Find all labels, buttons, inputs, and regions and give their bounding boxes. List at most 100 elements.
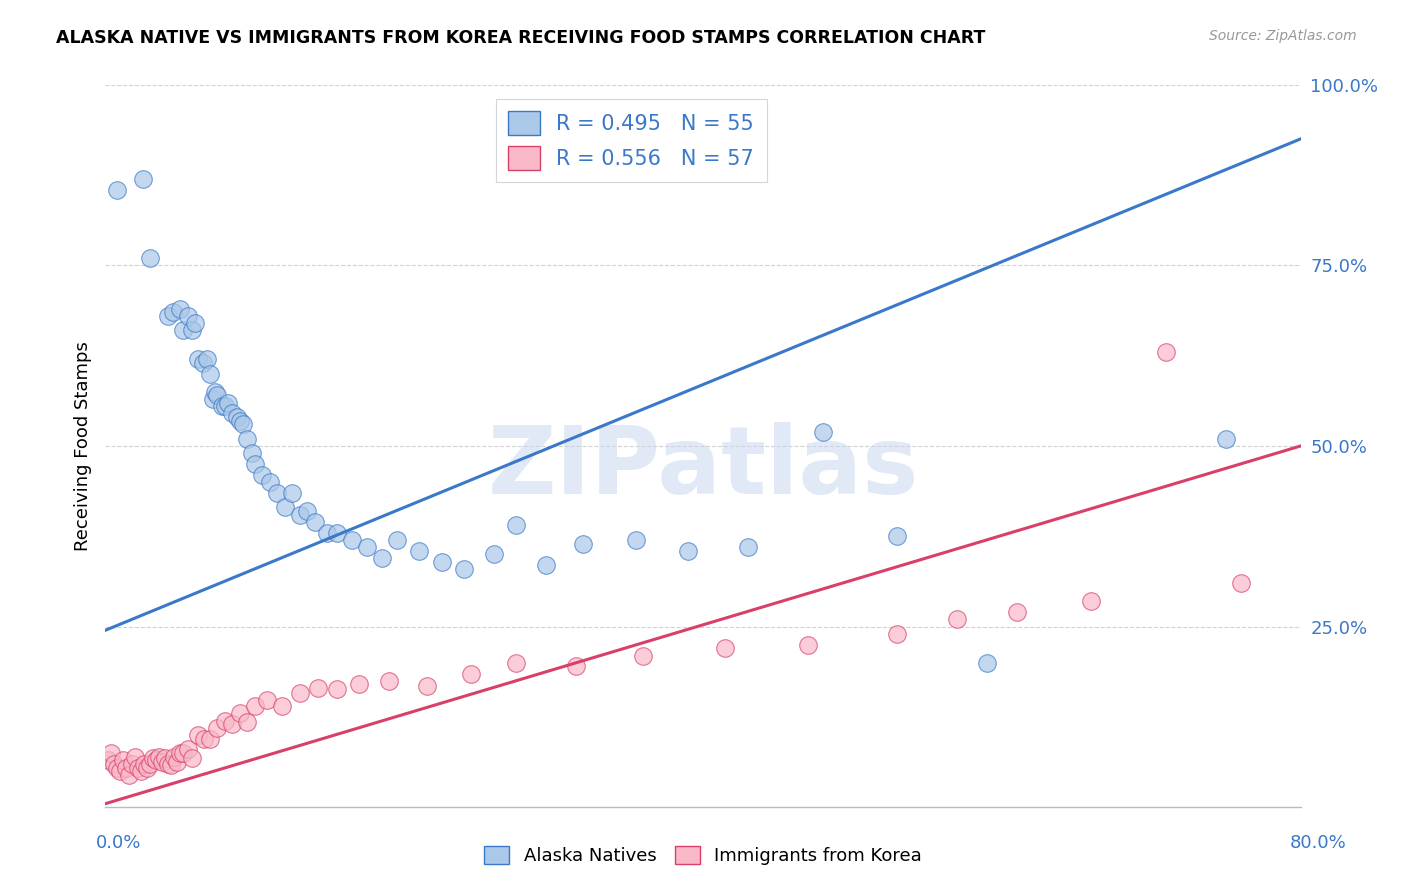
Point xyxy=(356,540,378,554)
Point xyxy=(326,525,349,540)
Point xyxy=(340,533,363,547)
Point xyxy=(198,731,221,746)
Point xyxy=(204,384,226,399)
Point xyxy=(148,749,170,764)
Point xyxy=(229,414,252,428)
Point xyxy=(157,756,180,771)
Point xyxy=(221,717,243,731)
Point xyxy=(371,551,394,566)
Point xyxy=(139,251,162,265)
Point xyxy=(460,666,482,681)
Point xyxy=(1215,432,1237,446)
Point xyxy=(121,756,143,771)
Point xyxy=(408,543,430,558)
Point xyxy=(97,753,120,767)
Point xyxy=(169,301,191,316)
Point xyxy=(624,533,647,547)
Point xyxy=(288,686,311,700)
Text: 80.0%: 80.0% xyxy=(1291,834,1347,852)
Point xyxy=(385,533,408,547)
Point xyxy=(214,399,236,413)
Point xyxy=(191,356,214,370)
Point xyxy=(169,746,191,760)
Point xyxy=(172,323,194,337)
Point xyxy=(378,673,401,688)
Point xyxy=(270,699,292,714)
Point xyxy=(714,641,737,656)
Point xyxy=(193,731,215,746)
Point xyxy=(107,182,129,196)
Point xyxy=(811,425,834,439)
Point xyxy=(430,555,453,569)
Point xyxy=(207,721,229,735)
Text: 0.0%: 0.0% xyxy=(96,834,141,852)
Point xyxy=(184,316,207,330)
Point xyxy=(946,612,969,626)
Point xyxy=(1229,576,1253,591)
Point xyxy=(225,410,249,425)
Point xyxy=(886,529,908,543)
Point xyxy=(676,543,699,558)
Point xyxy=(1154,345,1177,359)
Point xyxy=(134,756,156,771)
Point xyxy=(243,457,266,471)
Point xyxy=(187,728,209,742)
Point xyxy=(482,548,505,562)
Point xyxy=(176,309,198,323)
Point xyxy=(256,693,278,707)
Point xyxy=(112,753,135,767)
Point xyxy=(252,467,274,482)
Point xyxy=(221,407,243,421)
Legend: R = 0.495   N = 55, R = 0.556   N = 57: R = 0.495 N = 55, R = 0.556 N = 57 xyxy=(496,99,766,182)
Point xyxy=(162,305,184,319)
Point xyxy=(505,518,527,533)
Point xyxy=(132,171,155,186)
Point xyxy=(273,500,295,515)
Point xyxy=(737,540,759,554)
Point xyxy=(505,656,527,670)
Point xyxy=(240,446,263,460)
Legend: Alaska Natives, Immigrants from Korea: Alaska Natives, Immigrants from Korea xyxy=(477,838,929,872)
Point xyxy=(534,558,557,573)
Point xyxy=(976,656,998,670)
Point xyxy=(304,515,326,529)
Point xyxy=(349,677,371,691)
Point xyxy=(232,417,254,432)
Point xyxy=(259,475,281,489)
Point xyxy=(110,764,132,778)
Y-axis label: Receiving Food Stamps: Receiving Food Stamps xyxy=(73,341,91,551)
Point xyxy=(157,309,180,323)
Point xyxy=(207,388,229,402)
Point xyxy=(139,756,162,771)
Point xyxy=(172,746,194,760)
Point xyxy=(103,756,125,771)
Point xyxy=(142,751,165,765)
Point xyxy=(124,749,146,764)
Point xyxy=(155,751,177,765)
Point xyxy=(187,352,209,367)
Text: Source: ZipAtlas.com: Source: ZipAtlas.com xyxy=(1209,29,1357,43)
Point xyxy=(1005,605,1028,619)
Point xyxy=(198,367,221,381)
Point xyxy=(315,525,337,540)
Point xyxy=(295,504,318,518)
Point xyxy=(100,746,122,760)
Text: ZIPatlas: ZIPatlas xyxy=(488,422,918,514)
Point xyxy=(181,751,204,765)
Point xyxy=(1080,594,1102,608)
Point xyxy=(202,392,225,406)
Text: ALASKA NATIVE VS IMMIGRANTS FROM KOREA RECEIVING FOOD STAMPS CORRELATION CHART: ALASKA NATIVE VS IMMIGRANTS FROM KOREA R… xyxy=(56,29,986,46)
Point xyxy=(572,536,595,550)
Point xyxy=(118,768,141,782)
Point xyxy=(565,659,588,673)
Point xyxy=(415,679,437,693)
Point xyxy=(166,756,188,770)
Point xyxy=(796,638,818,652)
Point xyxy=(266,486,288,500)
Point xyxy=(236,432,259,446)
Point xyxy=(229,706,252,721)
Point xyxy=(195,352,218,367)
Point xyxy=(115,760,138,774)
Point xyxy=(326,682,349,697)
Point xyxy=(136,760,159,774)
